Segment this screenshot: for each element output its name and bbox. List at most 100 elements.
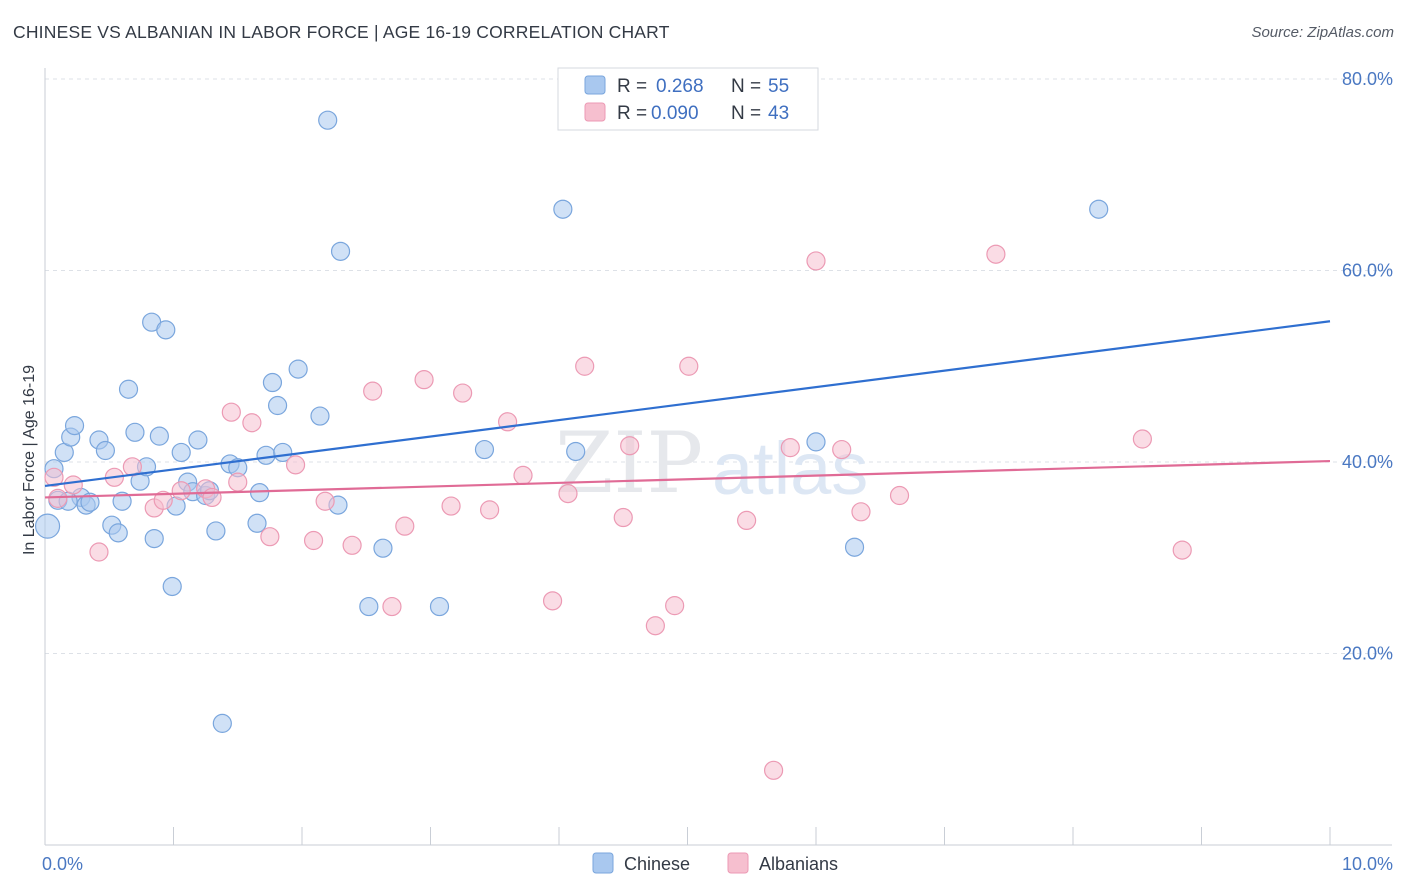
legend-bottom-label-albanians: Albanians	[759, 854, 838, 874]
albanian-point	[480, 500, 500, 520]
albanian-point	[679, 356, 699, 376]
chinese-point	[318, 110, 338, 130]
albanian-point	[558, 483, 578, 504]
legend-swatch-albanians	[584, 102, 606, 122]
chinese-point	[249, 483, 270, 503]
albanian-point	[575, 356, 595, 376]
source-label: Source: ZipAtlas.com	[1251, 24, 1394, 41]
chinese-point	[34, 513, 61, 539]
albanian-point	[513, 465, 533, 486]
albanian-point	[414, 370, 434, 390]
albanian-point	[665, 596, 685, 616]
chinese-point	[373, 538, 393, 558]
chinese-point	[156, 320, 176, 340]
legend-stats: R = 0.268 N = 55 R = 0.090 N = 43	[557, 67, 819, 131]
albanian-point	[202, 487, 222, 508]
y-tick-label: 20.0%	[1342, 644, 1393, 664]
chinese-point	[474, 439, 495, 460]
legend-n-value-albanians: 43	[768, 103, 789, 124]
legend-n-value-chinese: 55	[768, 76, 789, 97]
albanian-point	[285, 455, 306, 475]
albanian-point	[221, 402, 241, 422]
chinese-point	[1089, 199, 1109, 219]
legend-r-value-chinese: 0.268	[656, 76, 704, 97]
albanian-point	[315, 491, 335, 511]
albanian-point	[441, 496, 461, 516]
chinese-point	[118, 379, 139, 399]
chinese-point	[206, 521, 226, 541]
chinese-point	[330, 241, 351, 261]
chinese-point	[359, 596, 379, 617]
chinese-point	[188, 430, 208, 450]
albanian-point	[44, 467, 64, 487]
chinese-point	[149, 426, 169, 446]
chinese-point	[80, 492, 100, 512]
albanian-point	[851, 502, 871, 522]
chinese-point	[267, 395, 288, 416]
chinese-point	[566, 441, 586, 462]
legend-n-label-albanians: N =	[731, 103, 761, 124]
albanian-point	[613, 507, 633, 528]
albanian-point	[153, 490, 173, 510]
chinese-point	[112, 491, 132, 511]
y-tick-labels: 20.0% 40.0% 60.0% 80.0%	[1342, 69, 1393, 664]
albanian-point	[242, 413, 262, 433]
albanian-point	[342, 535, 362, 555]
x-tick-label: 0.0%	[42, 854, 83, 874]
albanian-point	[63, 475, 83, 495]
legend-r-label-chinese: R =	[617, 76, 647, 97]
x-tick-labels: 0.0% 10.0%	[42, 854, 1393, 874]
chinese-point	[108, 523, 128, 543]
legend-bottom-swatch-albanians	[727, 852, 749, 874]
legend-r-value-albanians: 0.090	[651, 103, 699, 124]
chinese-point	[95, 440, 115, 461]
chinese-point	[553, 199, 573, 219]
chinese-point	[262, 372, 283, 393]
legend-bottom-label-chinese: Chinese	[624, 854, 690, 874]
albanian-point	[763, 760, 784, 780]
albanian-point	[645, 616, 665, 636]
albanian-point	[171, 481, 191, 501]
legend-n-label-chinese: N =	[731, 76, 761, 97]
chinese-point	[806, 432, 826, 452]
albanian-point	[260, 527, 280, 547]
legend-series: Chinese Albanians	[592, 852, 838, 874]
albanian-point	[806, 251, 826, 271]
albanian-point	[889, 485, 910, 506]
albanian-point	[363, 381, 383, 401]
chinese-point	[171, 442, 191, 463]
chinese-point	[288, 359, 308, 379]
albanian-point	[1132, 429, 1152, 449]
x-tick-label: 10.0%	[1342, 854, 1393, 874]
watermark-zip: ZIP	[555, 414, 703, 512]
axes	[44, 68, 1392, 846]
albanian-point	[832, 439, 852, 460]
albanian-point	[542, 591, 563, 611]
chinese-point	[144, 528, 164, 549]
chinese-point	[256, 445, 276, 465]
chinese-point	[429, 596, 450, 617]
y-tick-label: 80.0%	[1342, 69, 1393, 89]
albanian-point	[453, 383, 473, 403]
trend-line-albanians	[44, 459, 1331, 499]
legend-r-label-albanians: R =	[617, 103, 647, 124]
albanian-point	[620, 436, 640, 456]
albanian-point	[780, 438, 800, 458]
chinese-point	[844, 537, 865, 557]
legend-swatch-chinese	[584, 75, 606, 95]
albanian-point	[228, 472, 248, 492]
grid-lines	[45, 78, 1392, 654]
y-tick-label: 60.0%	[1342, 261, 1393, 281]
legend-bottom-swatch-chinese	[592, 852, 614, 874]
albanian-point	[395, 516, 415, 536]
albanian-point	[382, 596, 402, 617]
chinese-point	[212, 713, 232, 733]
trend-line-chinese	[44, 320, 1331, 488]
chinese-point	[125, 422, 145, 442]
trend-lines	[44, 320, 1331, 499]
y-tick-label: 40.0%	[1342, 452, 1393, 472]
chinese-point	[310, 406, 330, 426]
y-axis-label: In Labor Force | Age 16-19	[21, 365, 38, 555]
chinese-point	[247, 513, 267, 533]
